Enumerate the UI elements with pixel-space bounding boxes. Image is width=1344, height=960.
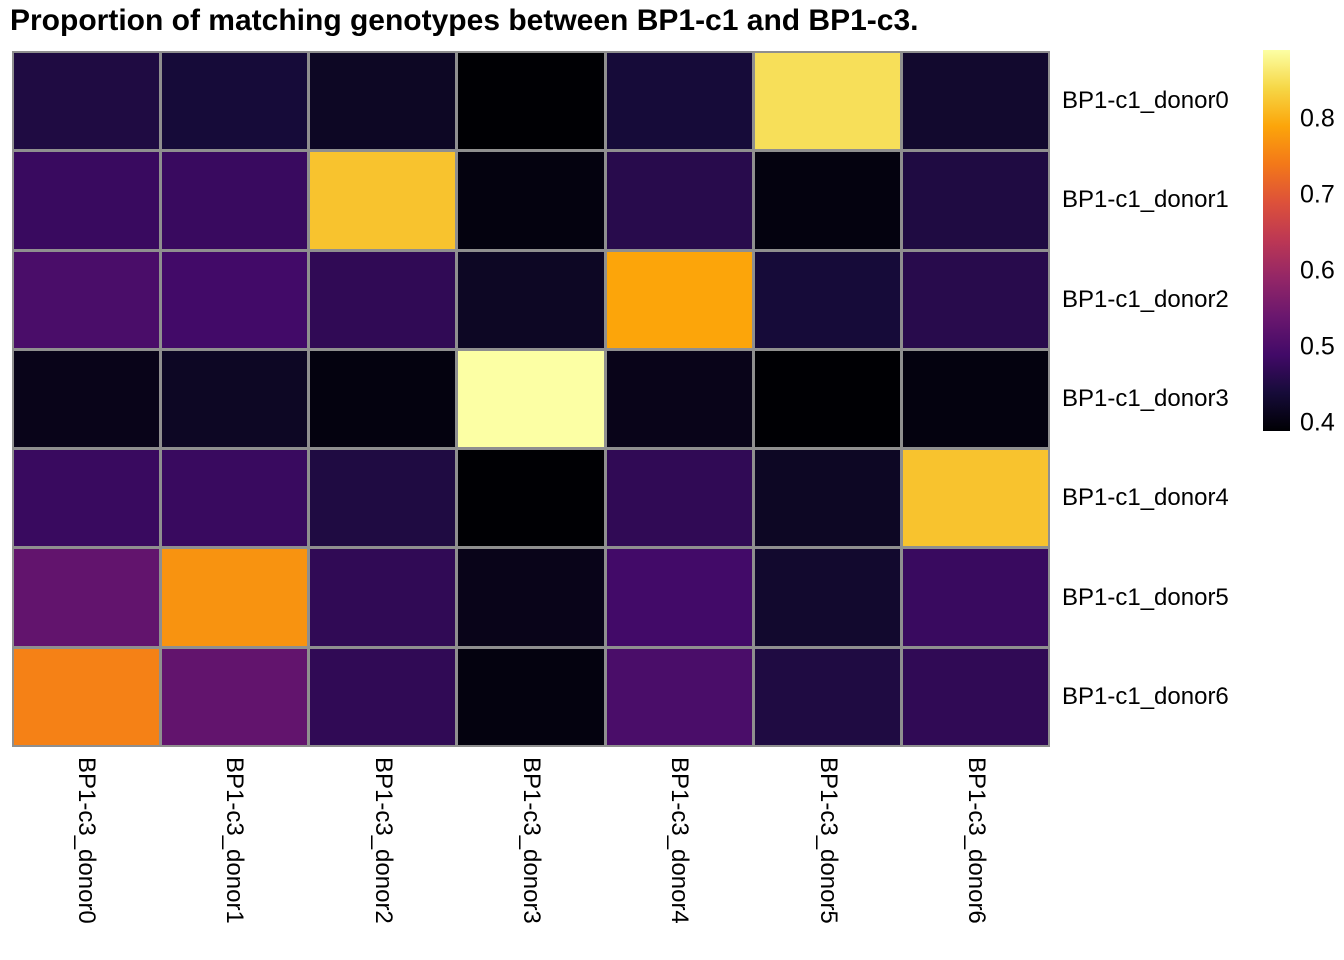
heatmap-cell — [310, 648, 456, 745]
heatmap-cell — [754, 549, 900, 646]
column-label: BP1-c3_donor4 — [666, 757, 694, 924]
row-label: BP1-c1_donor5 — [1062, 583, 1229, 611]
heatmap-cell — [162, 648, 308, 745]
heatmap-cell — [162, 450, 308, 547]
heatmap-cell — [458, 53, 604, 150]
colorbar-tick-label: 0.8 — [1300, 104, 1335, 133]
chart-title: Proportion of matching genotypes between… — [10, 4, 919, 37]
row-label: BP1-c1_donor4 — [1062, 484, 1229, 512]
heatmap-cell — [458, 549, 604, 646]
heatmap-cell — [606, 350, 752, 448]
colorbar-tick-label: 0.4 — [1300, 408, 1335, 437]
heatmap-cell — [310, 450, 456, 547]
heatmap-cell — [606, 648, 752, 745]
heatmap-cell — [754, 350, 900, 448]
heatmap-cell — [458, 251, 604, 348]
colorbar-tick-label: 0.6 — [1300, 256, 1335, 285]
heatmap-cell — [162, 251, 308, 348]
row-label: BP1-c1_donor0 — [1062, 86, 1229, 114]
heatmap-cell — [14, 350, 160, 448]
heatmap-cell — [606, 450, 752, 547]
colorbar-tick-label: 0.7 — [1300, 180, 1335, 209]
heatmap-cell — [754, 53, 900, 150]
heatmap-cell — [902, 53, 1048, 150]
column-label: BP1-c3_donor0 — [73, 757, 101, 924]
heatmap-cell — [902, 450, 1048, 547]
heatmap-cell — [310, 53, 456, 150]
heatmap-cell — [902, 350, 1048, 448]
heatmap-cell — [14, 450, 160, 547]
heatmap-cell — [14, 53, 160, 150]
heatmap-cell — [458, 450, 604, 547]
heatmap-cell — [754, 251, 900, 348]
heatmap-cell — [162, 53, 308, 150]
heatmap-cell — [14, 152, 160, 249]
heatmap-cell — [902, 152, 1048, 249]
column-label: BP1-c3_donor5 — [814, 757, 842, 924]
column-label: BP1-c3_donor1 — [221, 757, 249, 924]
heatmap-cell — [606, 152, 752, 249]
heatmap-cell — [162, 350, 308, 448]
heatmap-cell — [310, 251, 456, 348]
heatmap-cell — [754, 152, 900, 249]
colorbar — [1263, 50, 1290, 431]
column-label: BP1-c3_donor2 — [369, 757, 397, 924]
heatmap-cell — [902, 251, 1048, 348]
heatmap-grid — [12, 51, 1050, 747]
row-label: BP1-c1_donor6 — [1062, 683, 1229, 711]
row-label: BP1-c1_donor2 — [1062, 285, 1229, 313]
column-label: BP1-c3_donor3 — [518, 757, 545, 924]
heatmap-cell — [162, 152, 308, 249]
row-label: BP1-c1_donor3 — [1062, 385, 1229, 412]
heatmap-cell — [754, 648, 900, 745]
heatmap-cell — [310, 549, 456, 646]
heatmap-cell — [606, 549, 752, 646]
heatmap-cell — [606, 251, 752, 348]
heatmap-cell — [14, 549, 160, 646]
heatmap-cell — [902, 549, 1048, 646]
heatmap-cell — [606, 53, 752, 150]
heatmap-cell — [458, 648, 604, 745]
heatmap-cell — [902, 648, 1048, 745]
heatmap-cell — [14, 251, 160, 348]
heatmap-cell — [162, 549, 308, 646]
colorbar-tick-label: 0.5 — [1300, 332, 1335, 361]
heatmap-cell — [310, 350, 456, 448]
row-label: BP1-c1_donor1 — [1062, 186, 1229, 214]
heatmap-cell — [754, 450, 900, 547]
heatmap-cell — [458, 152, 604, 249]
heatmap-cell — [14, 648, 160, 745]
column-label: BP1-c3_donor6 — [962, 757, 990, 924]
heatmap-cell — [310, 152, 456, 249]
heatmap-cell — [458, 350, 604, 448]
